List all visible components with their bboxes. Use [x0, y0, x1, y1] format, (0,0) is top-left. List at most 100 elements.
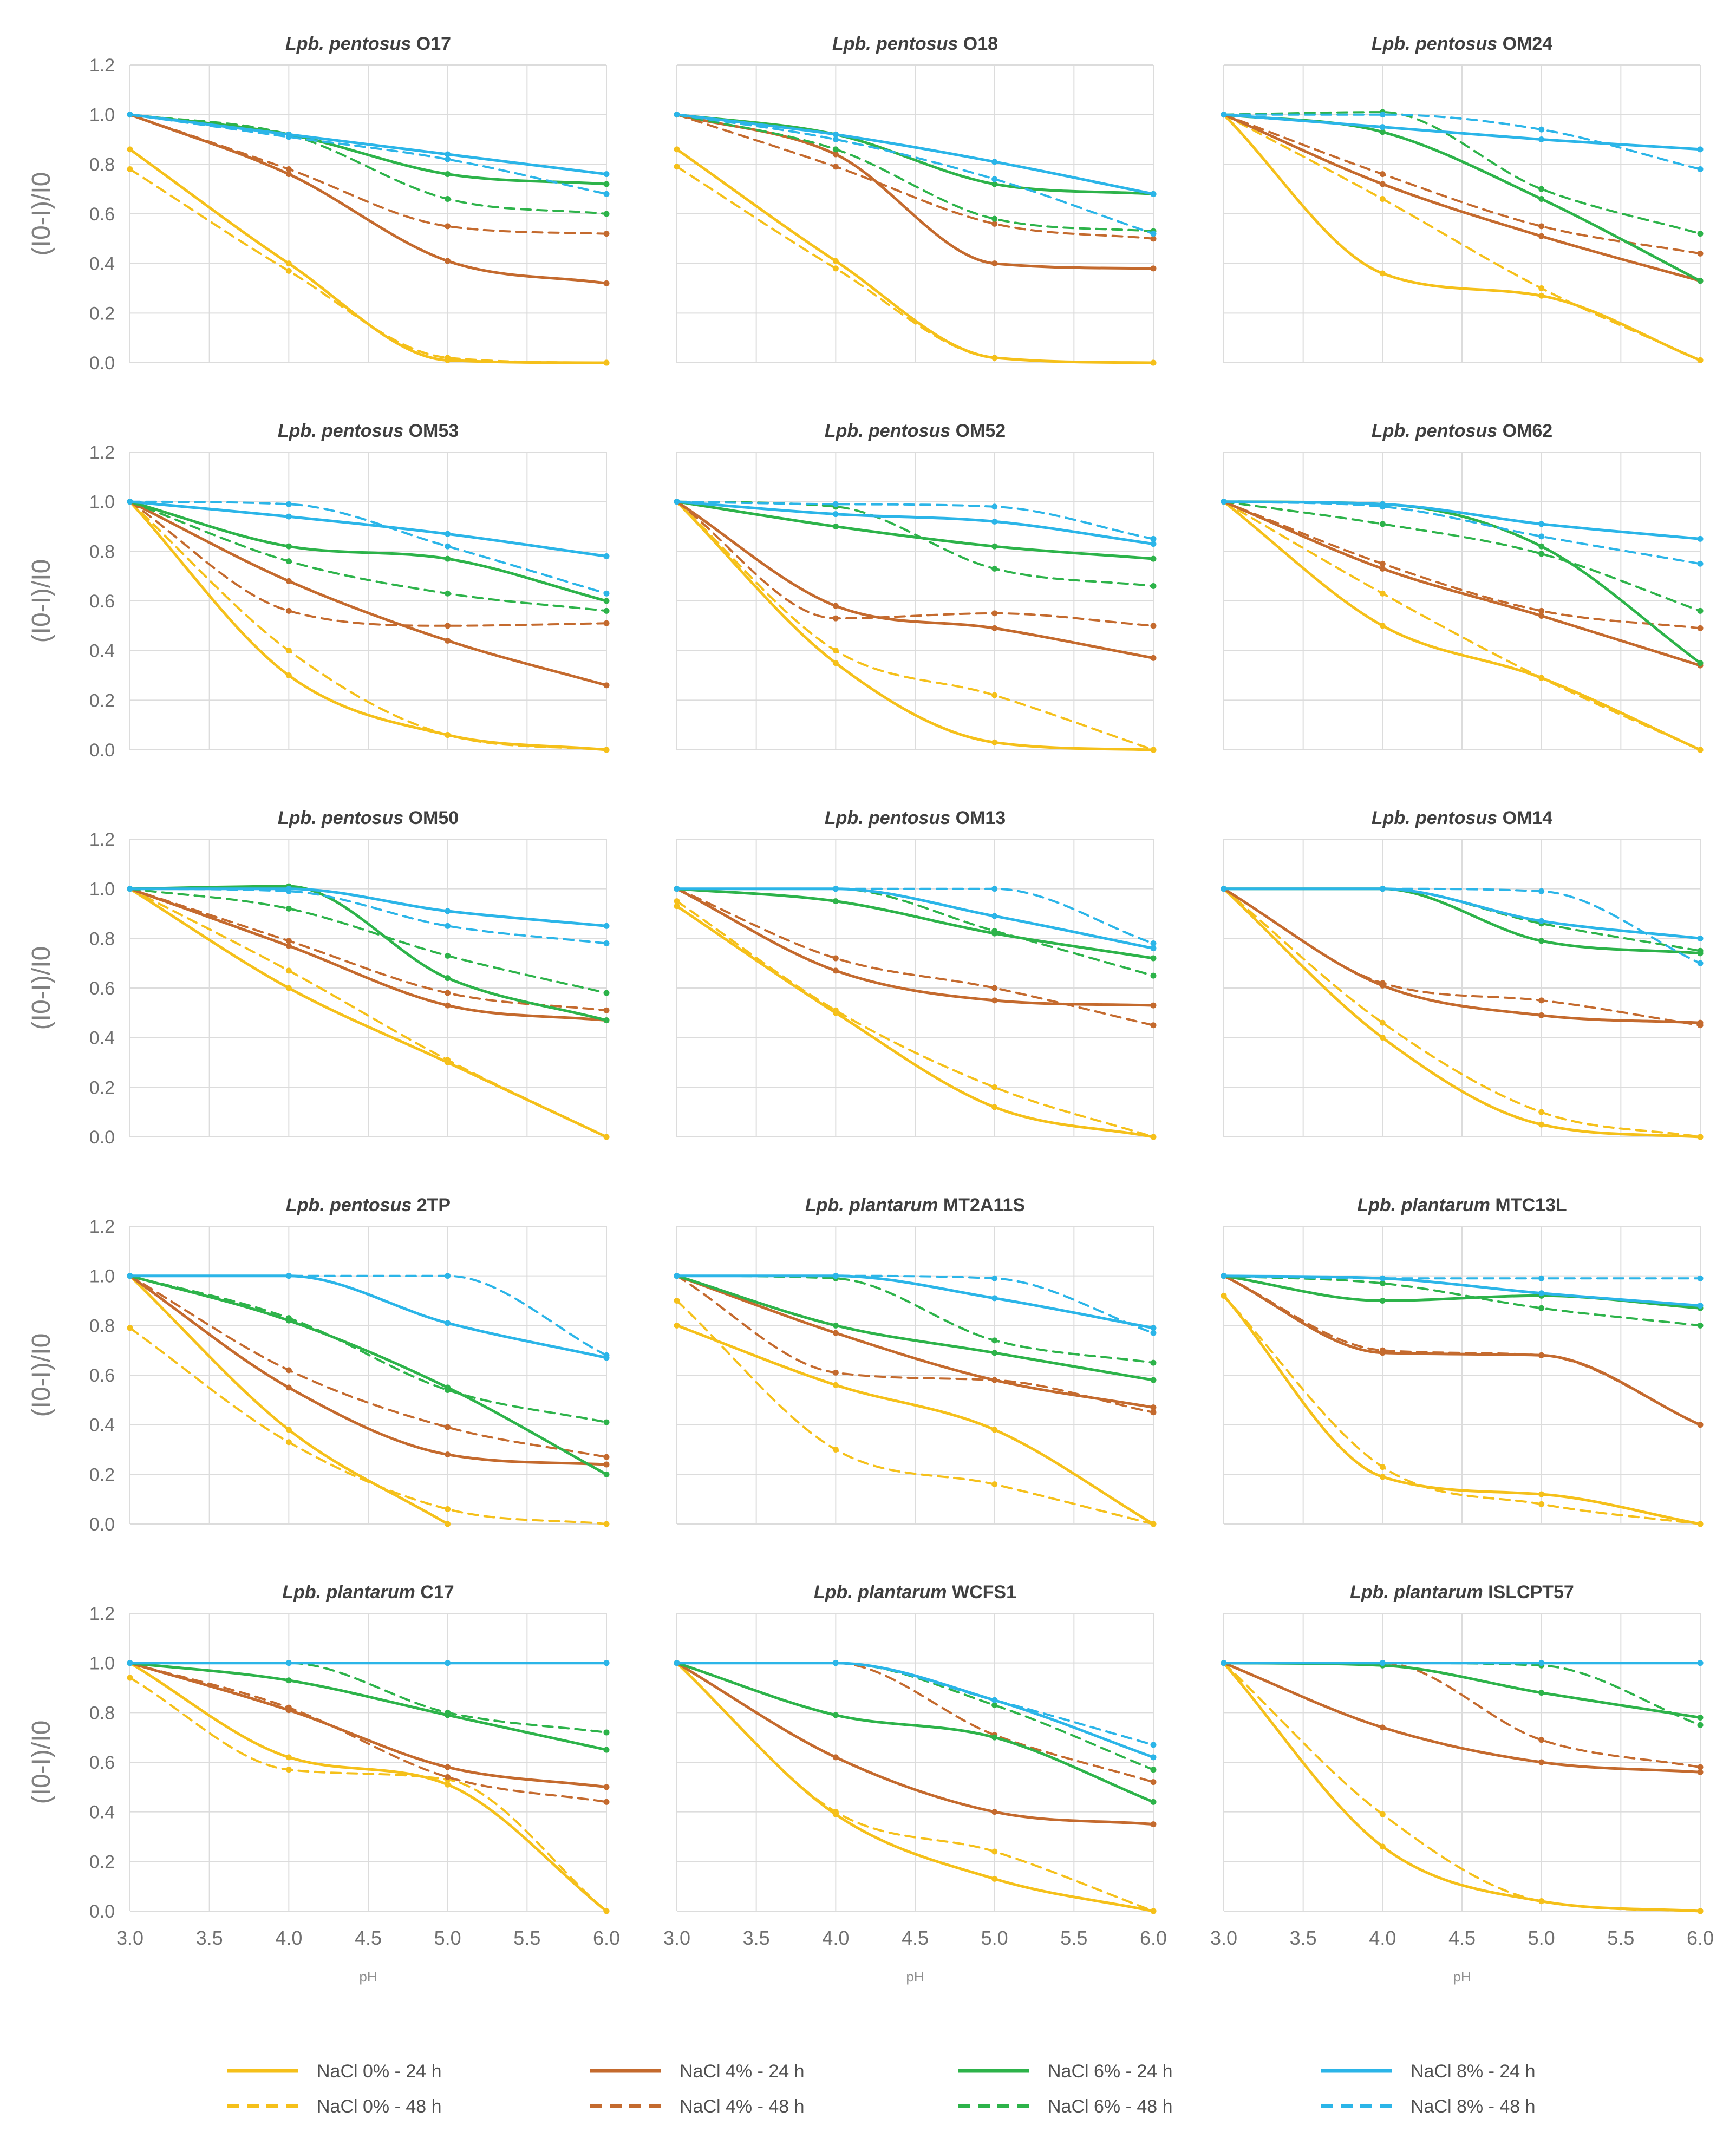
series-line	[675, 887, 1155, 1007]
data-point	[991, 928, 998, 934]
data-point	[1697, 1660, 1704, 1666]
series-line	[129, 500, 608, 627]
series-line	[1222, 500, 1702, 667]
panel-title-strain: MT2A11S	[938, 1195, 1025, 1215]
series-line	[1223, 887, 1701, 1026]
x-axis-label: pH	[906, 1968, 924, 1985]
data-point	[1379, 565, 1386, 572]
chart-panel: Lpb. plantarum ISLCPT57 3.0 3.5 4.0 4.5 5.0 5.…	[1210, 1582, 1714, 1985]
data-point	[285, 267, 292, 274]
series-line	[1222, 1274, 1702, 1307]
data-point	[285, 134, 292, 140]
data-point	[1538, 1737, 1545, 1743]
x-tick-label: 3.0	[1210, 1927, 1237, 1949]
data-point	[285, 1767, 292, 1773]
data-point	[1150, 1330, 1157, 1336]
data-point	[991, 610, 998, 617]
data-point	[1697, 166, 1704, 172]
panel-title-strain: OM14	[1497, 808, 1552, 828]
y-tick-label: 1.2	[89, 1217, 115, 1237]
y-axis-label: (I0-I)/I0	[27, 946, 56, 1030]
series-line	[1222, 1294, 1702, 1526]
data-point	[1150, 191, 1157, 197]
data-point	[1697, 607, 1704, 614]
series-line	[128, 885, 608, 1022]
x-tick-label: 3.0	[116, 1927, 143, 1949]
x-tick-label: 6.0	[593, 1927, 620, 1949]
series-line	[129, 1677, 608, 1912]
panel-title-strain: 2TP	[412, 1195, 451, 1215]
series-line	[129, 887, 608, 1138]
data-point	[1379, 1843, 1386, 1850]
series-line	[1222, 113, 1702, 283]
x-tick-label: 5.0	[981, 1927, 1008, 1949]
data-point	[285, 938, 292, 944]
data-point	[1538, 223, 1545, 230]
series-line	[129, 500, 608, 595]
panel-title-strain: OM53	[403, 421, 459, 441]
series-line	[676, 1662, 1154, 1771]
data-point	[991, 220, 998, 227]
series-line	[675, 500, 1155, 560]
data-point	[1150, 1359, 1157, 1366]
y-tick-label: 1.2	[89, 829, 115, 850]
data-point	[674, 146, 680, 153]
y-tick-label: 1.0	[89, 492, 115, 513]
data-point	[991, 1734, 998, 1741]
data-point	[832, 1330, 839, 1336]
panel-title-strain: ISLCPT57	[1483, 1582, 1574, 1603]
data-point	[603, 1747, 610, 1753]
data-point	[1150, 1742, 1157, 1748]
data-point	[1221, 1273, 1227, 1279]
data-point	[285, 171, 292, 178]
data-point	[1379, 181, 1386, 187]
data-point	[991, 913, 998, 919]
legend-label: NaCl 4% - 24 h	[680, 2061, 805, 2082]
data-point	[991, 543, 998, 550]
data-point	[1538, 1290, 1545, 1297]
data-point	[445, 990, 451, 996]
data-point	[603, 1007, 610, 1013]
series-line	[129, 1274, 608, 1424]
data-point	[991, 1337, 998, 1344]
series-line	[128, 500, 608, 687]
panel-title-species: Lpb. plantarum	[1350, 1582, 1483, 1603]
data-point	[1538, 292, 1545, 299]
series-line	[1223, 887, 1701, 1138]
series-line	[128, 500, 608, 603]
series-line	[129, 1326, 608, 1525]
legend-item: NaCl 4% - 48 h	[590, 2096, 805, 2117]
data-point	[1150, 535, 1157, 542]
data-point	[1538, 1491, 1545, 1497]
legend-item: NaCl 8% - 24 h	[1321, 2061, 1536, 2082]
x-tick-label: 6.0	[1140, 1927, 1167, 1949]
data-point	[832, 1754, 839, 1761]
chart-panel: Lpb. pentosus 2TP 0.0 0.2 0.4 0.6 0.8 1.0 1.2 (I…	[27, 1195, 610, 1535]
panel-title: Lpb. plantarum WCFS1	[814, 1582, 1016, 1603]
data-point	[1379, 129, 1386, 135]
data-point	[445, 1521, 451, 1527]
data-point	[285, 501, 292, 507]
series-line	[1222, 500, 1702, 751]
data-point	[1150, 359, 1157, 366]
data-point	[445, 590, 451, 597]
data-point	[1379, 196, 1386, 202]
panel-title-species: Lpb. plantarum	[805, 1195, 938, 1215]
data-point	[832, 955, 839, 962]
data-point	[1697, 146, 1704, 153]
x-tick-label: 3.5	[1290, 1927, 1317, 1949]
data-point	[991, 1702, 998, 1709]
series-line	[675, 1274, 1155, 1330]
data-point	[445, 1709, 451, 1716]
data-point	[1150, 1325, 1157, 1331]
data-point	[127, 886, 133, 892]
panel-title: Lpb. pentosus OM62	[1372, 421, 1552, 441]
data-point	[1538, 126, 1545, 133]
data-point	[832, 265, 839, 272]
data-point	[1150, 1002, 1157, 1009]
legend-item: NaCl 0% - 24 h	[227, 2061, 442, 2082]
data-point	[832, 1322, 839, 1329]
data-point	[285, 1427, 292, 1433]
series-line	[128, 1662, 608, 1913]
panel-title: Lpb. plantarum ISLCPT57	[1350, 1582, 1574, 1603]
